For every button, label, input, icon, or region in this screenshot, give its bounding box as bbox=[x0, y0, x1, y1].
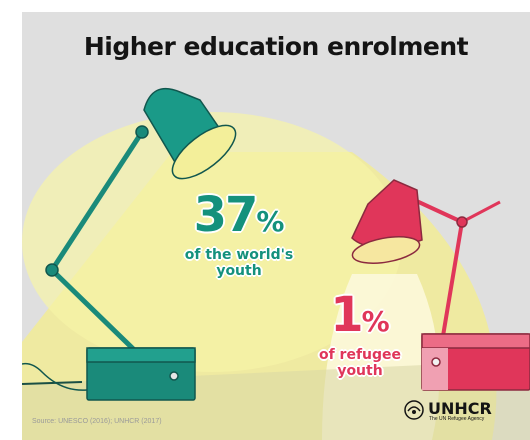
world-label-line2: youth bbox=[216, 263, 262, 279]
infographic-card: Higher education enrolment 37% of the wo… bbox=[22, 12, 530, 440]
refugee-percentage: 1% bbox=[300, 290, 420, 347]
refugee-value: 1 bbox=[330, 287, 363, 343]
logo-name: UNHCR bbox=[428, 399, 492, 418]
refugee-label-line1: of refugee bbox=[318, 347, 402, 363]
teal-light-glow bbox=[22, 112, 402, 372]
page-title: Higher education enrolment bbox=[83, 32, 469, 61]
teal-lamp bbox=[22, 87, 237, 401]
world-value: 37 bbox=[193, 187, 259, 243]
refugee-unit: % bbox=[361, 305, 390, 338]
logo-tagline: The UN Refugee Agency bbox=[429, 416, 485, 422]
pink-lamp bbox=[351, 179, 530, 391]
table-edge bbox=[22, 381, 83, 385]
world-unit: % bbox=[256, 205, 285, 238]
unhcr-emblem-icon bbox=[404, 400, 424, 420]
source-note: Source: UNESCO (2016); UNHCR (2017) bbox=[32, 418, 162, 425]
world-youth-stat: 37% of the world's youth bbox=[164, 190, 314, 279]
world-percentage: 37% bbox=[164, 190, 314, 247]
world-label-line1: of the world's bbox=[184, 247, 294, 263]
refugee-youth-stat: 1% of refugee youth bbox=[300, 290, 420, 379]
lamp-illustration bbox=[22, 87, 530, 440]
refugee-label-line2: youth bbox=[337, 363, 383, 379]
unhcr-logo: UNHCR The UN Refugee Agency bbox=[404, 398, 508, 426]
